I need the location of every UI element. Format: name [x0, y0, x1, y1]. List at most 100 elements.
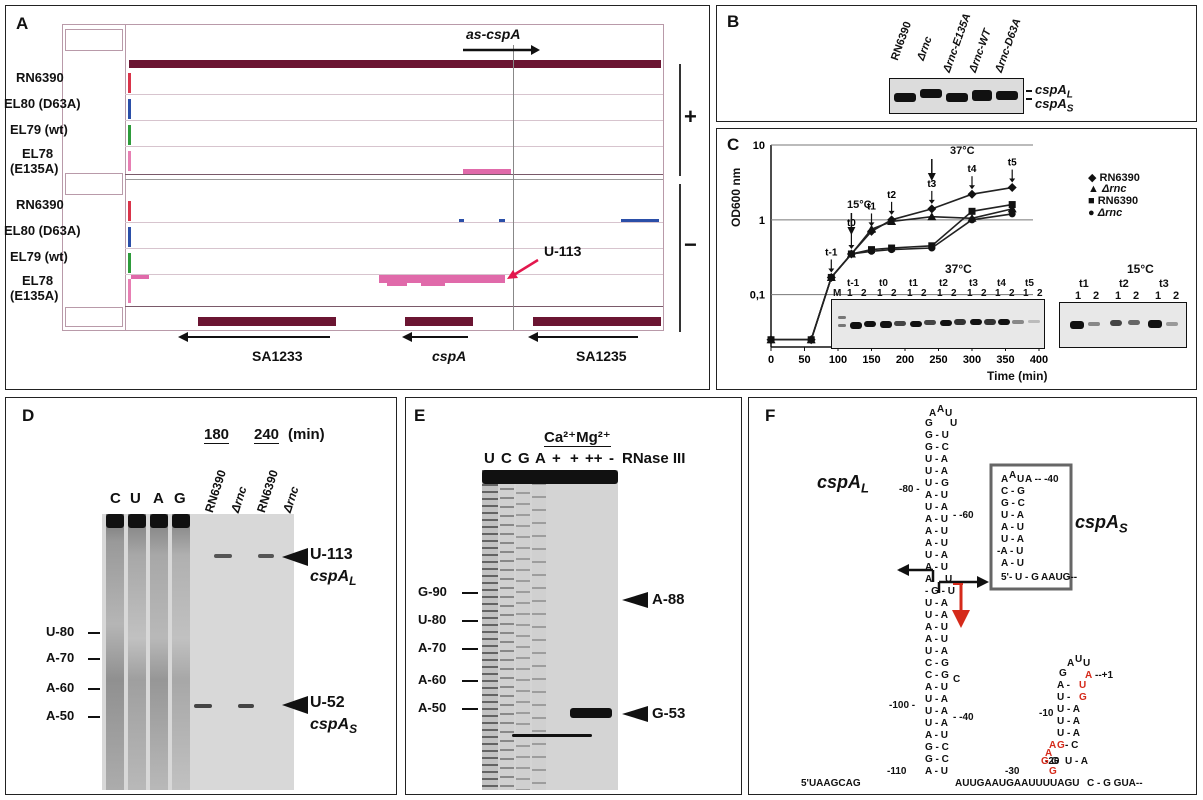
svg-text:U - A: U - A	[925, 646, 948, 657]
svg-text:U: U	[1017, 474, 1024, 485]
as-cspa-arrow	[463, 45, 540, 55]
strand-line-plus	[679, 64, 681, 176]
svg-text:U: U	[1083, 658, 1090, 669]
svg-text:U -: U -	[1057, 692, 1070, 703]
x-tick-label: 0	[768, 354, 774, 366]
e-mark-g90: G-90	[418, 584, 447, 599]
refseq-bar	[129, 60, 661, 68]
annotation-t2: t2	[887, 190, 896, 201]
svg-text:G - C: G - C	[925, 742, 949, 753]
svg-text:5'UAAGCAG: 5'UAAGCAG	[801, 778, 861, 789]
svg-text:C: C	[953, 674, 960, 685]
svg-text:G: G	[925, 418, 933, 429]
gel37-t4: t4	[997, 278, 1006, 289]
d-mark-a70: A-70	[46, 650, 75, 665]
svg-text:U - A: U - A	[925, 502, 948, 513]
chart-ylabel: OD600 nm	[729, 167, 743, 227]
plus-strand-label: +	[684, 104, 697, 129]
svg-text:U: U	[945, 408, 952, 419]
d-mark-ticks	[88, 632, 100, 722]
svg-text:C - G: C - G	[1001, 486, 1025, 497]
panel-d: D 180 240 (min) C U A G RN6390 Δrnc RN63…	[5, 397, 397, 795]
svg-text:U - A: U - A	[925, 550, 948, 561]
svg-text:A - U: A - U	[925, 622, 948, 633]
svg-text:C - G: C - G	[925, 670, 949, 681]
svg-text:A: A	[1067, 658, 1074, 669]
data-point	[1008, 210, 1016, 218]
f-label-cspal: cspAL	[817, 472, 869, 496]
svg-text:U - A: U - A	[925, 598, 948, 609]
b-lane-5: Δrnc-D63A	[993, 17, 1024, 75]
gene-label-sa1235: SA1235	[576, 348, 627, 364]
gel37-t-1: t-1	[847, 278, 860, 289]
x-tick-label: 200	[896, 354, 914, 366]
panel-e-gel	[482, 470, 618, 790]
annotation-arrowhead	[1009, 178, 1016, 183]
svg-text:A - U: A - U	[925, 490, 948, 501]
strand-line-minus	[679, 184, 681, 332]
e-mark-a70: A-70	[418, 640, 447, 655]
genome-browser	[62, 24, 664, 331]
svg-text:A: A	[1045, 748, 1052, 759]
panel-e: E Ca²⁺Mg²⁺ U C G A + + ++ - RNase III G-…	[405, 397, 742, 795]
e-label-a88: A-88	[652, 591, 685, 608]
shift-arrowhead-15	[847, 227, 856, 235]
data-point	[927, 204, 937, 214]
data-point	[867, 224, 876, 233]
svg-text:A - U: A - U	[925, 766, 948, 777]
legend-item-1: ◆ RN6390	[1088, 172, 1140, 184]
lower-track-grid	[125, 197, 663, 307]
d-lane-a: A	[153, 490, 164, 507]
x-tick-label: 150	[862, 354, 880, 366]
coordinate-ruler	[125, 179, 663, 180]
y-tick-label: 10	[753, 140, 765, 152]
annotation-t-1: t-1	[825, 247, 838, 258]
svg-text:A - U: A - U	[925, 562, 948, 573]
shift-arrowhead-37	[927, 173, 936, 181]
svg-text:C - G: C - G	[925, 658, 949, 669]
e-lane-plus1: +	[552, 450, 561, 467]
e-lane-plusplus: ++	[585, 450, 603, 467]
data-point	[847, 250, 855, 258]
annotation-t1: t1	[867, 201, 876, 212]
gel15-t1: t1	[1079, 278, 1089, 290]
e-enzyme: RNase III	[622, 450, 686, 467]
svg-text:U: U	[1075, 654, 1082, 665]
u113-label: U-113	[544, 243, 582, 259]
svg-text:A -- -40: A -- -40	[1025, 474, 1059, 485]
panel-a: A	[4, 5, 710, 390]
e-lane-minus: -	[609, 450, 614, 467]
svg-text:A - U: A - U	[925, 634, 948, 645]
svg-text:- C: - C	[1065, 740, 1078, 751]
annotation-t4: t4	[968, 164, 977, 175]
gene-label-sa1233: SA1233	[252, 348, 303, 364]
gene-label-cspa: cspA	[432, 348, 467, 364]
b-lane-1: RN6390	[889, 20, 915, 63]
annotation-arrowhead	[868, 222, 875, 227]
data-point	[928, 244, 936, 252]
panel-a-label: A	[16, 14, 29, 33]
svg-text:G: G	[1059, 668, 1067, 679]
x-tick-label: 350	[996, 354, 1014, 366]
svg-text:C - G GUA--: C - G GUA--	[1087, 778, 1143, 789]
svg-text:U - A: U - A	[1001, 510, 1024, 521]
e-lane-plus2: +	[570, 450, 579, 467]
d-lane-u: U	[130, 490, 141, 507]
svg-text:U: U	[1079, 680, 1086, 691]
d-label-cspas: cspAS	[310, 716, 358, 737]
svg-text:A: A	[1001, 474, 1008, 485]
svg-text:G: G	[1049, 766, 1057, 777]
d-pointer-top	[282, 548, 308, 566]
d-time-180: 180	[204, 426, 230, 444]
svg-text:- -40: - -40	[953, 712, 974, 723]
svg-text:U - A: U - A	[1057, 716, 1080, 727]
gel15	[1059, 302, 1187, 348]
gel15-t3: t3	[1159, 278, 1169, 290]
svg-text:G - C: G - C	[925, 754, 949, 765]
svg-text:-A - U: -A - U	[997, 546, 1023, 557]
svg-text:A - U: A - U	[1001, 558, 1024, 569]
annotation-t3: t3	[927, 179, 936, 190]
